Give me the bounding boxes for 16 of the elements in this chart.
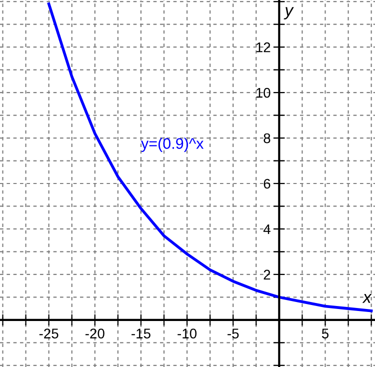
text: y=(0.9)^x	[141, 138, 204, 152]
x-tick-label: -5	[228, 328, 239, 338]
y-tick-label: 2	[264, 270, 270, 280]
y-tick-label: 6	[264, 178, 270, 189]
y-tick-label: 10	[256, 88, 270, 98]
y-tick-label: 4	[263, 224, 270, 234]
x-tick-label: -20	[85, 328, 104, 338]
x-tick-label: -10	[178, 328, 197, 338]
x-tick-label: -15	[132, 328, 150, 338]
y-axis-title: y	[284, 7, 294, 20]
x-tick-label: 5	[322, 328, 329, 338]
line-series	[47, 2, 373, 312]
y-tick-label: 12	[256, 42, 270, 52]
x-axis-title: x	[362, 294, 372, 303]
y-tick-label: 8	[264, 133, 270, 144]
x-tick-label: -25	[39, 328, 58, 338]
